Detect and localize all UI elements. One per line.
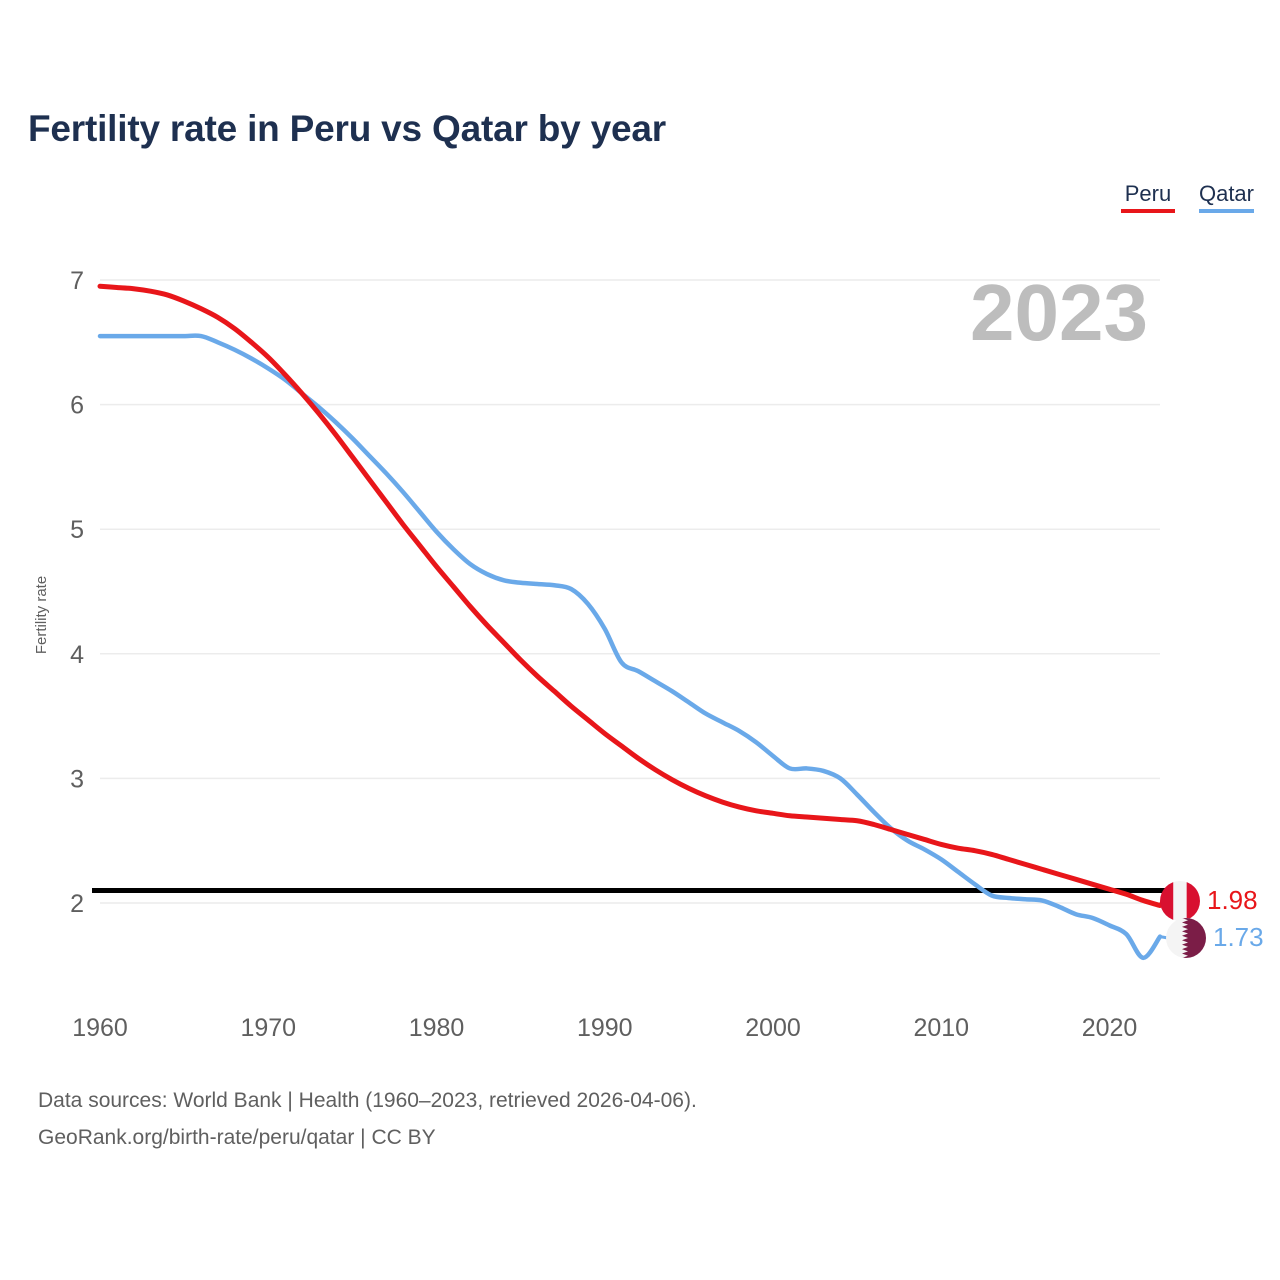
y-axis-tick-label: 2 [70, 890, 84, 918]
y-axis-title: Fertility rate [33, 576, 50, 654]
y-axis-tick-label: 5 [70, 516, 84, 544]
y-axis-tick-label: 7 [70, 267, 84, 295]
x-axis-tick-label: 1970 [240, 1014, 296, 1042]
x-axis-tick-label: 2010 [913, 1014, 969, 1042]
line-series-qatar[interactable] [97, 333, 1163, 961]
x-axis-tick-label: 1960 [72, 1014, 128, 1042]
chart-legend: Peru Qatar [1120, 181, 1254, 213]
y-axis-tick-label: 4 [70, 641, 84, 669]
x-axis-tick-label: 1990 [577, 1014, 633, 1042]
legend-label-peru: Peru [1124, 181, 1172, 206]
footer-attribution[interactable]: GeoRank.org/birth-rate/peru/qatar | CC B… [38, 1125, 436, 1149]
legend-color-swatch-qatar [1198, 208, 1254, 213]
qatar-flag-icon [1166, 918, 1206, 958]
qatar-end-value: 1.73 [1213, 922, 1264, 952]
y-axis-tick-labels: 2 3 4 5 6 7 [70, 267, 84, 918]
y-axis-tick-label: 3 [70, 765, 84, 793]
footer-data-sources: Data sources: World Bank | Health (1960–… [38, 1089, 697, 1112]
legend-label-qatar: Qatar [1198, 181, 1254, 206]
y-axis-tick-label: 6 [70, 392, 84, 420]
x-axis-tick-label: 2000 [745, 1014, 801, 1042]
x-axis-tick-label: 2020 [1082, 1014, 1138, 1042]
peru-flag-icon [1160, 881, 1200, 921]
x-axis-tick-label: 1980 [409, 1014, 465, 1042]
chart-gridlines [100, 279, 1160, 904]
legend-color-swatch-peru [1120, 208, 1175, 213]
x-axis-tick-labels: 1960 1970 1980 1990 2000 2010 2020 [72, 1014, 1137, 1042]
page-title: Fertility rate in Peru vs Qatar by year [28, 108, 666, 149]
chart-footer: Data sources: World Bank | Health (1960–… [38, 1083, 697, 1157]
watermark-year: 2023 [970, 268, 1148, 357]
legend-item-qatar[interactable]: Qatar [1198, 181, 1254, 213]
legend-item-peru[interactable]: Peru [1120, 181, 1175, 213]
peru-end-value: 1.98 [1207, 885, 1258, 915]
line-series-peru[interactable] [97, 283, 1163, 908]
